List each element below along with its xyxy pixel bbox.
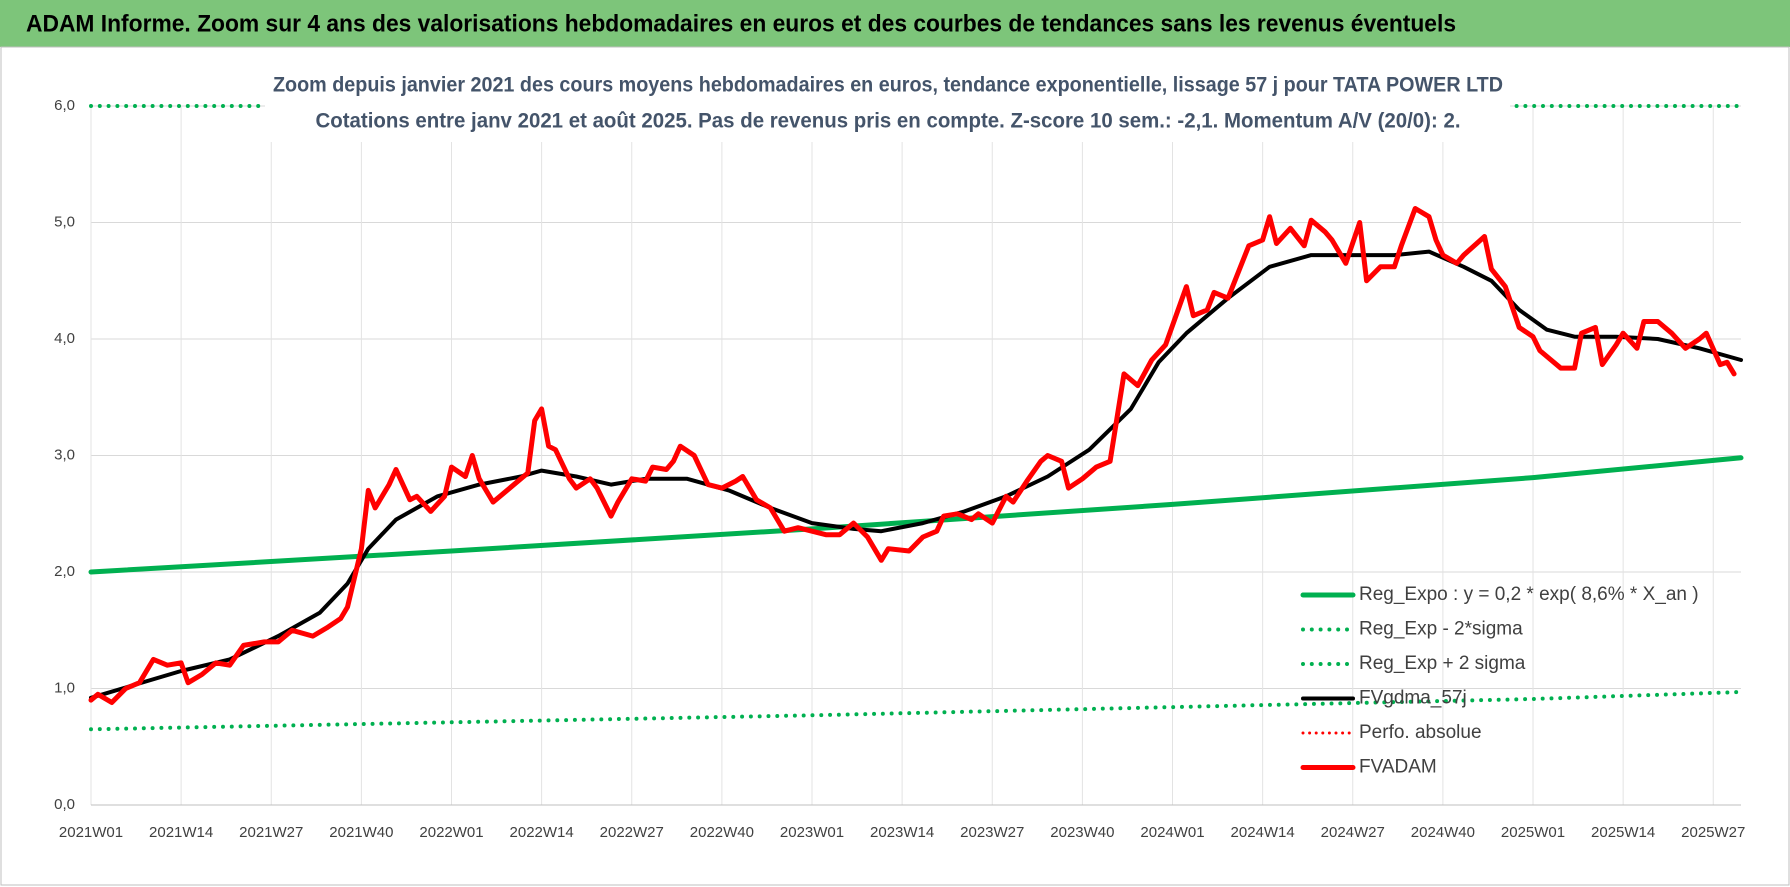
subtitle: Cotations entre janv 2021 et août 2025. … [316,110,1461,133]
y-tick-label: 5,0 [54,213,75,230]
legend-label: FVgdma_57j [1359,688,1467,709]
x-tick-label: 2021W40 [329,824,393,841]
x-tick-label: 2024W40 [1411,824,1475,841]
legend-label: Reg_Exp - 2*sigma [1359,619,1523,640]
x-tick-label: 2021W01 [59,824,123,841]
legend-label: Reg_Expo : y = 0,2 * exp( 8,6% * X_an ) [1359,584,1699,605]
x-tick-label: 2021W27 [239,824,303,841]
legend-label: Reg_Exp + 2 sigma [1359,653,1526,674]
chart-frame [0,46,1790,886]
y-tick-label: 4,0 [54,330,75,347]
x-tick-label: 2024W27 [1321,824,1385,841]
x-tick-label: 2022W14 [510,824,574,841]
x-tick-label: 2024W01 [1140,824,1204,841]
x-tick-label: 2023W01 [780,824,844,841]
y-tick-label: 2,0 [54,563,75,580]
x-tick-label: 2025W01 [1501,824,1565,841]
x-tick-label: 2024W14 [1231,824,1295,841]
x-tick-label: 2023W27 [960,824,1024,841]
x-tick-label: 2023W14 [870,824,934,841]
x-tick-label: 2022W40 [690,824,754,841]
x-tick-label: 2021W14 [149,824,213,841]
y-tick-label: 1,0 [54,679,75,696]
y-tick-label: 0,0 [54,796,75,813]
y-tick-label: 3,0 [54,446,75,463]
x-tick-label: 2022W01 [419,824,483,841]
legend-label: Perfo. absolue [1359,722,1482,743]
chart-title: ADAM Informe. Zoom sur 4 ans des valoris… [26,10,1456,37]
series-line [88,455,1744,575]
x-tick-label: 2025W27 [1681,824,1745,841]
x-tick-label: 2022W27 [600,824,664,841]
series-line [89,690,1743,732]
x-tick-label: 2025W14 [1591,824,1655,841]
subtitle: Zoom depuis janvier 2021 des cours moyen… [273,74,1503,97]
subtitle-box [265,66,1510,142]
series-line [88,206,1737,705]
x-tick-label: 2023W40 [1050,824,1114,841]
y-tick-label: 6,0 [54,97,75,114]
header-bar [0,0,1790,47]
legend-label: FVADAM [1359,757,1437,778]
